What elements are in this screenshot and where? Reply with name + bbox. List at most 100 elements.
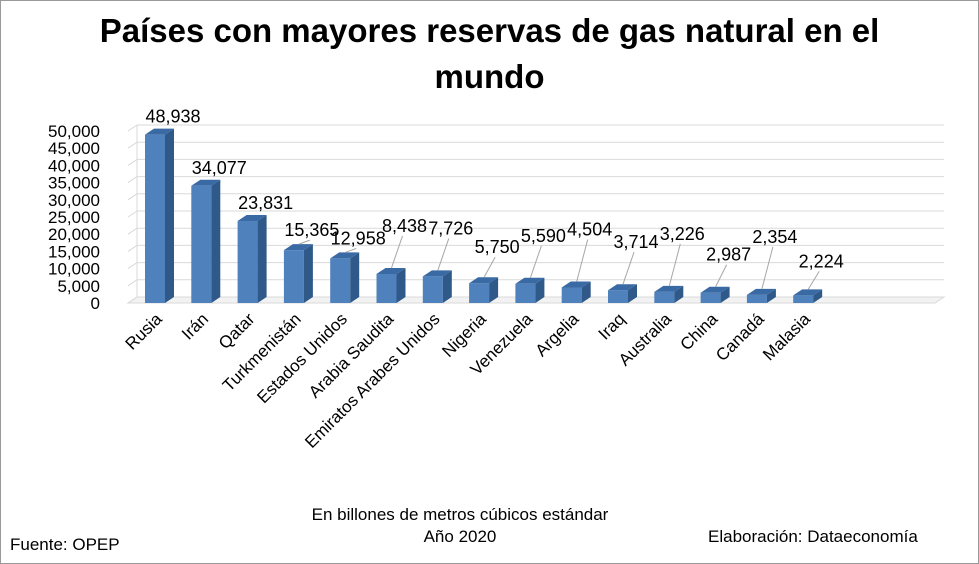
data-label: 5,590 [521, 226, 566, 246]
data-label: 2,987 [706, 245, 751, 265]
gridline-depth [127, 227, 138, 235]
y-tick-label: 25,000 [48, 208, 100, 227]
data-label: 4,504 [567, 220, 612, 240]
bar-side [813, 289, 823, 303]
gridline-depth [127, 193, 138, 201]
bar-top [793, 289, 823, 296]
bar [746, 294, 767, 303]
bar-side [257, 215, 267, 303]
bar-top [746, 288, 776, 295]
gridline-depth [127, 158, 138, 166]
data-label: 48,938 [145, 107, 200, 127]
chart-units-note: En billones de metros cúbicos estándar A… [0, 504, 920, 548]
data-label-leader [715, 264, 728, 287]
bar-top [654, 285, 684, 292]
gridline-depth [127, 244, 138, 252]
bar-top [376, 267, 406, 274]
bar-side [442, 270, 452, 303]
bar-top [283, 244, 313, 251]
x-tick-label: Argelia [532, 309, 583, 360]
bar [376, 273, 397, 303]
gridline-depth [127, 141, 138, 149]
data-label: 8,438 [382, 216, 427, 236]
bar-side [396, 267, 406, 303]
bar [237, 221, 258, 303]
bar-top [700, 286, 730, 293]
gridline-depth [127, 262, 138, 270]
bar-side [165, 128, 174, 303]
chart-title-line-2: mundo [434, 58, 545, 95]
bar-side [535, 277, 545, 303]
credit-note: Elaboración: Dataeconomía [708, 527, 918, 546]
gridline-depth [127, 296, 138, 304]
bar-top [608, 284, 637, 291]
y-tick-label: 30,000 [48, 191, 100, 210]
data-label: 2,354 [752, 227, 797, 247]
bar-side [303, 244, 313, 303]
y-tick-label: 40,000 [48, 156, 100, 175]
bar-top [422, 270, 452, 277]
source-note: Fuente: OPEP [10, 535, 120, 554]
gridline-depth [127, 279, 138, 287]
bar-side [674, 285, 684, 303]
data-label-leader [761, 246, 774, 290]
bar-top [561, 281, 591, 288]
bar-top [145, 128, 174, 135]
x-tick-label: Qatar [215, 309, 259, 353]
gridline-depth [127, 176, 138, 184]
data-label: 34,077 [192, 158, 247, 178]
y-tick-label: 35,000 [48, 174, 100, 193]
bar [330, 258, 351, 303]
data-label: 7,726 [428, 218, 473, 238]
bar-side [211, 179, 221, 303]
data-label-leader [391, 235, 403, 269]
chart-title: Países con mayores reservas de gas natur… [0, 8, 979, 100]
x-tick-label: Rusia [122, 309, 167, 354]
y-tick-label: 45,000 [48, 139, 100, 158]
bar-top [330, 252, 360, 259]
data-label: 3,226 [660, 224, 705, 244]
bar-top [237, 215, 267, 222]
bar-side [489, 277, 499, 303]
bar [469, 283, 490, 303]
data-label-leader [437, 238, 450, 271]
x-tick-label: Irán [178, 309, 212, 343]
data-label: 23,831 [238, 193, 293, 213]
y-tick-label: 0 [91, 294, 100, 313]
data-label-leader [298, 239, 311, 245]
data-label: 3,714 [613, 232, 658, 252]
data-label-leader [529, 245, 542, 278]
bar [608, 290, 628, 303]
x-tick-label: Iraq [595, 309, 629, 343]
data-label: 12,958 [331, 228, 386, 248]
bar-side [766, 288, 776, 303]
x-tick-label: Malasia [759, 309, 814, 364]
bar-side [350, 252, 360, 303]
bar-top [191, 179, 221, 186]
data-label-leader [622, 252, 635, 285]
bar [283, 250, 304, 303]
bar [191, 185, 212, 303]
gridline-depth [127, 210, 138, 218]
bar-top [469, 277, 499, 284]
y-tick-label: 15,000 [48, 242, 100, 261]
data-label-leader [807, 271, 820, 290]
data-label: 2,224 [799, 251, 844, 271]
y-tick-label: 20,000 [48, 225, 100, 244]
y-tick-label: 50,000 [48, 122, 100, 141]
bar [422, 276, 443, 303]
data-label-leader [668, 243, 681, 287]
year-line: Año 2020 [423, 527, 497, 546]
data-label-leader [576, 239, 589, 282]
data-label: 15,365 [284, 220, 339, 240]
bar [654, 291, 675, 303]
bar-side [628, 284, 637, 303]
bar [515, 283, 536, 303]
bar-top [515, 277, 545, 284]
bar [793, 295, 814, 303]
x-tick-label: Canadá [712, 309, 768, 365]
gridline-depth [127, 124, 138, 132]
data-label: 5,750 [475, 237, 520, 257]
y-tick-label: 10,000 [48, 260, 100, 279]
